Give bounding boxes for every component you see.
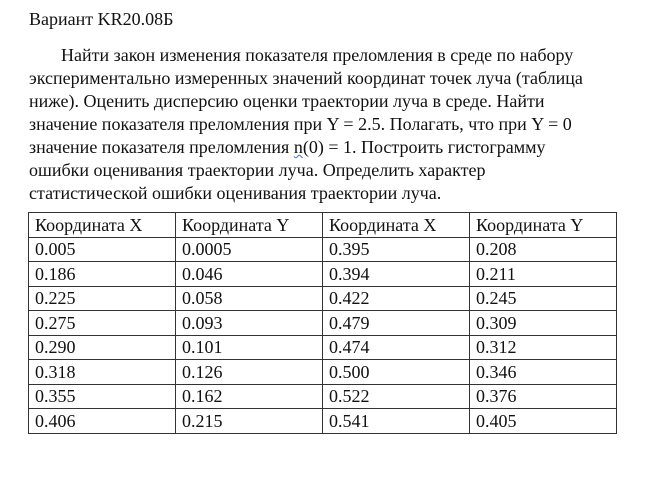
paragraph-line: значение показателя преломления при Y = … bbox=[29, 114, 572, 134]
paragraph-line: ошибки оценивания траектории луча. Опред… bbox=[29, 160, 486, 180]
table-cell: 0.058 bbox=[175, 285, 323, 311]
table-cell: 0.162 bbox=[175, 383, 323, 409]
table-cell: 0.126 bbox=[175, 359, 323, 385]
table-cell: Координата X bbox=[322, 212, 470, 238]
table-cell: 0.275 bbox=[28, 310, 176, 336]
table-cell: Координата X bbox=[28, 212, 176, 238]
table-row: 0.186 0.046 0.394 0.211 bbox=[28, 261, 617, 287]
table-cell: 0.474 bbox=[322, 334, 470, 360]
table-cell: 0.395 bbox=[322, 236, 470, 262]
task-paragraph: Найти закон изменения показателя преломл… bbox=[29, 44, 583, 205]
table-cell: 0.522 bbox=[322, 383, 470, 409]
paragraph-line: Найти закон изменения показателя преломл… bbox=[61, 45, 574, 65]
table-cell: 0.346 bbox=[469, 359, 617, 385]
table-cell: 0.208 bbox=[469, 236, 617, 262]
table-cell: 0.376 bbox=[469, 383, 617, 409]
table-cell: Координата Y bbox=[469, 212, 617, 238]
table-row: 0.355 0.162 0.522 0.376 bbox=[28, 383, 617, 409]
table-cell: 0.355 bbox=[28, 383, 176, 409]
variant-title: Вариант KR20.08Б bbox=[29, 9, 174, 29]
table-cell: 0.541 bbox=[322, 408, 470, 434]
table-cell: 0.318 bbox=[28, 359, 176, 385]
table-cell: 0.290 bbox=[28, 334, 176, 360]
table-row: 0.275 0.093 0.479 0.309 bbox=[28, 310, 617, 336]
table-cell: 0.500 bbox=[322, 359, 470, 385]
table-cell: 0.093 bbox=[175, 310, 323, 336]
table-row: 0.225 0.058 0.422 0.245 bbox=[28, 285, 617, 311]
table-cell: 0.312 bbox=[469, 334, 617, 360]
paragraph-line: статистической ошибки оценивания траекто… bbox=[29, 183, 442, 203]
table-row: 0.406 0.215 0.541 0.405 bbox=[28, 408, 617, 434]
table-cell: 0.101 bbox=[175, 334, 323, 360]
paragraph-line: значение показателя преломления n(0) = 1… bbox=[29, 136, 583, 159]
table-cell: 0.406 bbox=[28, 408, 176, 434]
table-cell: 0.394 bbox=[322, 261, 470, 287]
table-cell: 0.405 bbox=[469, 408, 617, 434]
text-segment: (0) = 1. Построить гистограмму bbox=[302, 137, 546, 157]
table-cell: 0.046 bbox=[175, 261, 323, 287]
coordinates-table: Координата X Координата Y Координата X Коор… bbox=[28, 212, 617, 434]
table-cell: Координата Y bbox=[175, 212, 323, 238]
table-cell: 0.225 bbox=[28, 285, 176, 311]
table-row: 0.290 0.101 0.474 0.312 bbox=[28, 334, 617, 360]
table-header-row: Координата X Координата Y Координата X Коор… bbox=[28, 212, 617, 238]
table-cell: 0.245 bbox=[469, 285, 617, 311]
text-segment: значение показателя преломления bbox=[29, 137, 294, 157]
table-row: 0.318 0.126 0.500 0.346 bbox=[28, 359, 617, 385]
paragraph-line: экспериментально измеренных значений коо… bbox=[29, 68, 583, 88]
table-cell: 0.186 bbox=[28, 261, 176, 287]
table-cell: 0.215 bbox=[175, 408, 323, 434]
table-cell: 0.479 bbox=[322, 310, 470, 336]
table-cell: 0.422 bbox=[322, 285, 470, 311]
paragraph-line: ниже). Оценить дисперсию оценки траектор… bbox=[29, 91, 545, 111]
table-cell: 0.309 bbox=[469, 310, 617, 336]
spellcheck-flagged-word[interactable]: n bbox=[293, 137, 303, 157]
table-cell: 0.211 bbox=[469, 261, 617, 287]
table-cell: 0.0005 bbox=[175, 236, 323, 262]
table-cell: 0.005 bbox=[28, 236, 176, 262]
table-row: 0.005 0.0005 0.395 0.208 bbox=[28, 236, 617, 262]
